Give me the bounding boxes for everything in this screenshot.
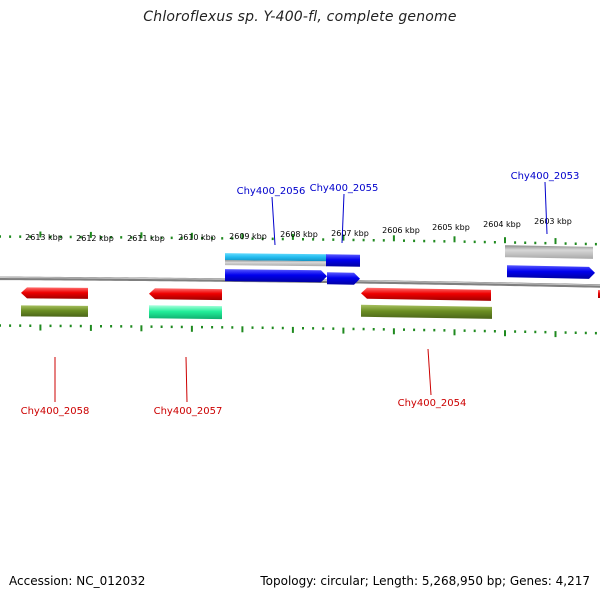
gene-leader-line	[544, 181, 548, 235]
scale-tick-label: 2612 kbp	[76, 234, 114, 243]
scale-tick-label: 2613 kbp	[25, 233, 63, 242]
feature-block[interactable]	[21, 305, 88, 317]
scale-ticks-inner	[0, 324, 597, 338]
gene-arrow[interactable]	[21, 287, 88, 299]
gene-arrow[interactable]	[327, 272, 360, 285]
feature-block[interactable]	[505, 245, 593, 259]
map-title: Chloroflexus sp. Y-400-fl, complete geno…	[143, 9, 457, 25]
gene-arrow[interactable]	[225, 269, 327, 283]
gene-arrow[interactable]	[507, 265, 595, 279]
gene-arrow[interactable]	[149, 288, 222, 301]
gene-label[interactable]: Chy400_2055	[310, 183, 379, 194]
feature-block[interactable]	[225, 253, 327, 262]
gene-arrow[interactable]	[361, 287, 491, 301]
gene-leader-line	[427, 348, 432, 396]
gene-label[interactable]: Chy400_2053	[511, 171, 580, 182]
gene-leader-line	[185, 356, 188, 403]
feature-block[interactable]	[225, 260, 327, 267]
scale-tick-label: 2611 kbp	[127, 234, 165, 243]
feature-block[interactable]	[149, 305, 222, 320]
gene-labels: Chy400_2056 Chy400_2055 Chy400_2053 Chy400_…	[21, 171, 580, 417]
scale-tick-labels: 2613 kbp 2612 kbp 2611 kbp 2610 kbp 2609 kbp…	[25, 217, 572, 243]
gene-leader-line	[341, 193, 345, 244]
gene-label[interactable]: Chy400_2054	[398, 398, 467, 409]
scale-tick-label: 2609 kbp	[229, 232, 267, 241]
feature-block[interactable]	[326, 254, 360, 267]
scale-tick-label: 2610 kbp	[178, 233, 216, 242]
gene-leader-line	[271, 196, 276, 246]
accession-text: Accession: NC_012032	[9, 574, 146, 588]
scale-tick-label: 2603 kbp	[534, 217, 572, 226]
genome-summary-text: Topology: circular; Length: 5,268,950 bp…	[260, 574, 590, 588]
feature-block[interactable]	[361, 304, 492, 319]
scale-tick-label: 2604 kbp	[483, 220, 521, 229]
scale-ticks-outer	[0, 231, 597, 246]
scale-tick-label: 2606 kbp	[382, 226, 420, 235]
gene-label[interactable]: Chy400_2058	[21, 406, 90, 417]
feature-tracks	[21, 245, 600, 320]
gene-label[interactable]: Chy400_2057	[154, 406, 223, 417]
scale-tick-label: 2607 kbp	[331, 229, 369, 238]
gene-label[interactable]: Chy400_2056	[237, 186, 306, 197]
scale-tick-label: 2605 kbp	[432, 223, 470, 232]
scale-tick-label: 2608 kbp	[280, 230, 318, 239]
